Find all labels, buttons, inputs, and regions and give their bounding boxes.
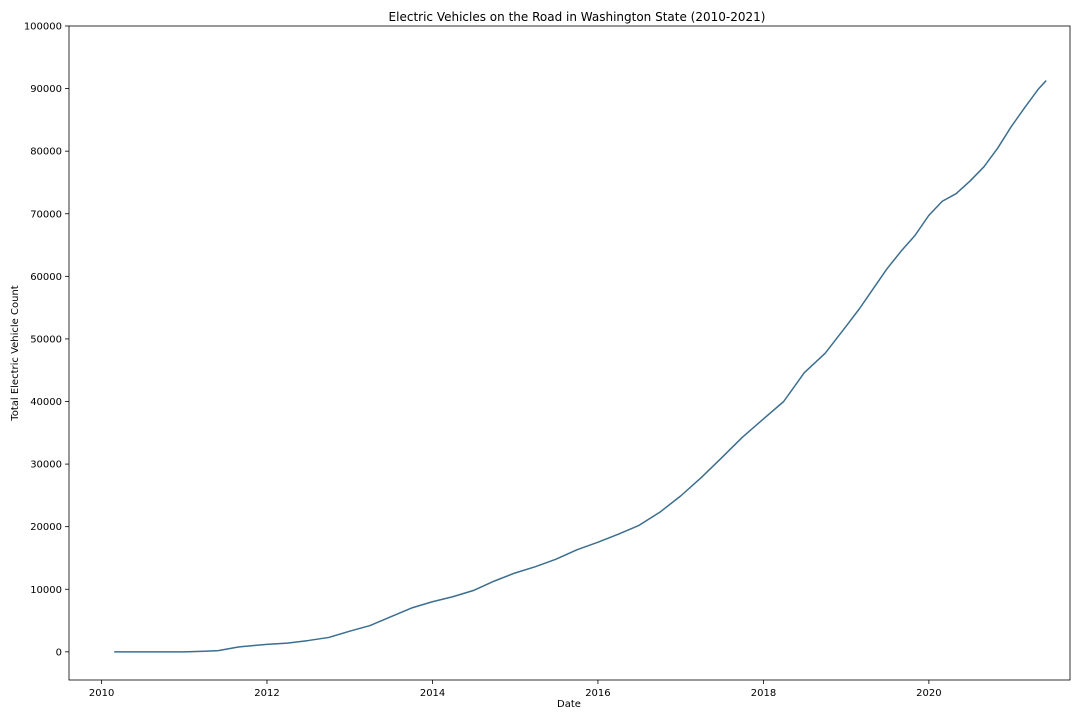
x-tick-label: 2014 (420, 688, 445, 699)
x-axis-label: Date (557, 699, 581, 710)
y-tick-label: 60000 (30, 272, 62, 283)
y-tick-label: 10000 (30, 585, 62, 596)
y-tick-label: 100000 (24, 22, 62, 33)
x-tick-label: 2010 (89, 688, 114, 699)
y-axis-label: Total Electric Vehicle Count (10, 285, 21, 421)
x-axis-ticks: 2010 2012 2014 2016 2018 2020 (89, 680, 942, 699)
y-tick-label: 70000 (30, 209, 62, 220)
y-tick-label: 20000 (30, 522, 62, 533)
y-axis-ticks: 0 10000 20000 30000 40000 50000 60000 70000 8000… (24, 22, 69, 658)
y-tick-label: 80000 (30, 147, 62, 158)
y-tick-label: 90000 (30, 84, 62, 95)
y-tick-label: 40000 (30, 397, 62, 408)
series-line (114, 80, 1047, 653)
x-tick-label: 2018 (751, 688, 776, 699)
chart-title: Electric Vehicles on the Road in Washing… (389, 10, 766, 24)
y-tick-label: 0 (56, 647, 62, 658)
y-tick-label: 30000 (30, 460, 62, 471)
y-tick-label: 50000 (30, 334, 62, 345)
plot-frame (68, 25, 1071, 681)
x-tick-label: 2020 (916, 688, 941, 699)
x-tick-label: 2012 (254, 688, 279, 699)
x-tick-label: 2016 (585, 688, 610, 699)
